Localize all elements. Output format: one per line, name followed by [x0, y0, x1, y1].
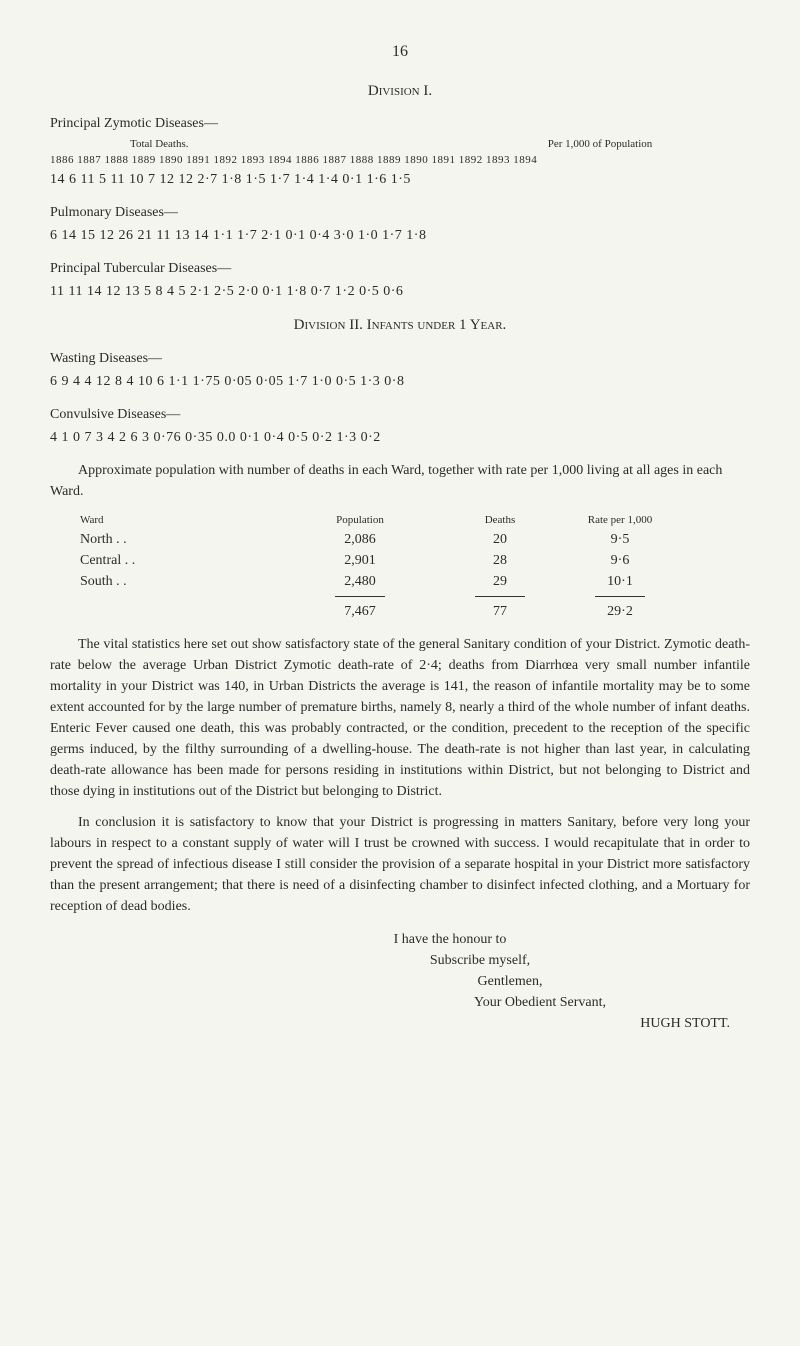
- tubercular-values: 11 11 14 12 13 5 8 4 5 2·1 2·5 2·0 0·1 1…: [50, 281, 750, 302]
- ward-deaths: 20: [440, 529, 560, 550]
- ward-row: South . . 2,480 29 10·1: [50, 571, 750, 592]
- ward-table: Ward Population Deaths Rate per 1,000 No…: [50, 512, 750, 622]
- ward-header-pop: Population: [280, 512, 440, 529]
- rule: [595, 596, 645, 597]
- closing-line-2: Subscribe myself,: [50, 950, 750, 971]
- ward-header-row: Ward Population Deaths Rate per 1,000: [50, 512, 750, 529]
- closing-line-4: Your Obedient Servant,: [50, 992, 750, 1013]
- approx-text: Approximate population with number of de…: [50, 460, 750, 502]
- ward-rate: 9·6: [560, 550, 680, 571]
- division-2-title: Division II. Infants under 1 Year.: [50, 314, 750, 337]
- ward-name: North . .: [50, 529, 280, 550]
- zymotic-heading: Principal Zymotic Diseases—: [50, 113, 750, 134]
- ward-deaths: 28: [440, 550, 560, 571]
- sub-per-1000: Per 1,000 of Population: [430, 136, 750, 153]
- ward-rate: 9·5: [560, 529, 680, 550]
- zymotic-values: 14 6 11 5 11 10 7 12 12 2·7 1·8 1·5 1·7 …: [50, 169, 750, 190]
- closing-line-3: Gentlemen,: [50, 971, 750, 992]
- division-1-title: Division I.: [50, 80, 750, 103]
- pulmonary-heading: Pulmonary Diseases—: [50, 202, 750, 223]
- closing-block: I have the honour to Subscribe myself, G…: [50, 929, 750, 1034]
- ward-pop: 2,901: [280, 550, 440, 571]
- ward-row: Central . . 2,901 28 9·6: [50, 550, 750, 571]
- ward-total-deaths: 77: [440, 601, 560, 622]
- ward-pop: 2,480: [280, 571, 440, 592]
- paragraph-2: In conclusion it is satisfactory to know…: [50, 812, 750, 917]
- rule: [475, 596, 525, 597]
- ward-header-ward: Ward: [50, 512, 280, 529]
- ward-name: South . .: [50, 571, 280, 592]
- wasting-heading: Wasting Diseases—: [50, 348, 750, 369]
- rule: [335, 596, 385, 597]
- paragraph-1: The vital statistics here set out show s…: [50, 634, 750, 802]
- ward-totals: 7,467 77 29·2: [50, 601, 750, 622]
- zymotic-years: 1886 1887 1888 1889 1890 1891 1892 1893 …: [50, 152, 750, 169]
- ward-header-rate: Rate per 1,000: [560, 512, 680, 529]
- ward-rate: 10·1: [560, 571, 680, 592]
- ward-deaths: 29: [440, 571, 560, 592]
- page-number: 16: [50, 40, 750, 64]
- convulsive-values: 4 1 0 7 3 4 2 6 3 0·76 0·35 0.0 0·1 0·4 …: [50, 427, 750, 448]
- sub-total-deaths: Total Deaths.: [50, 136, 430, 153]
- ward-total-pop: 7,467: [280, 601, 440, 622]
- ward-rule-row: [50, 592, 750, 601]
- ward-row: North . . 2,086 20 9·5: [50, 529, 750, 550]
- wasting-values: 6 9 4 4 12 8 4 10 6 1·1 1·75 0·05 0·05 1…: [50, 371, 750, 392]
- closing-signature: HUGH STOTT.: [50, 1013, 750, 1034]
- ward-name: Central . .: [50, 550, 280, 571]
- ward-header-deaths: Deaths: [440, 512, 560, 529]
- pulmonary-values: 6 14 15 12 26 21 11 13 14 1·1 1·7 2·1 0·…: [50, 225, 750, 246]
- ward-pop: 2,086: [280, 529, 440, 550]
- tubercular-heading: Principal Tubercular Diseases—: [50, 258, 750, 279]
- zymotic-subheading: Total Deaths. Per 1,000 of Population: [50, 136, 750, 153]
- closing-line-1: I have the honour to: [50, 929, 750, 950]
- ward-total-rate: 29·2: [560, 601, 680, 622]
- convulsive-heading: Convulsive Diseases—: [50, 404, 750, 425]
